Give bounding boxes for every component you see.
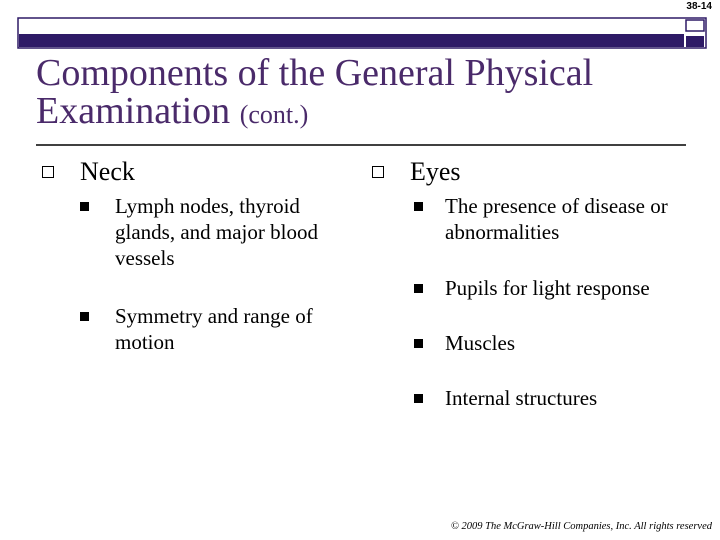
slide-title: Components of the General Physical Exami…: [36, 54, 686, 134]
bullet: [414, 284, 423, 293]
title-text: Components of the General Physical Exami…: [36, 52, 594, 132]
bullet: [414, 202, 423, 211]
list-item: The presence of disease or abnormalities: [445, 194, 668, 244]
title-rule: [36, 144, 686, 146]
list-item: Internal structures: [445, 386, 598, 410]
title-suffix: (cont.): [239, 100, 309, 129]
list-item: Symmetry and range of motion: [115, 304, 313, 354]
bullet: [80, 202, 89, 211]
list-item: Lymph nodes, thyroid glands, and major b…: [115, 194, 318, 270]
bullet: [80, 312, 89, 321]
slide-number: 38-14: [686, 1, 712, 12]
copyright: © 2009 The McGraw-Hill Companies, Inc. A…: [450, 521, 712, 532]
bullet: [414, 339, 423, 348]
bullet: [414, 394, 423, 403]
list-item: Pupils for light response: [445, 276, 650, 300]
column-heading: Neck: [80, 157, 135, 186]
column-heading: Eyes: [410, 157, 461, 186]
list-item: Muscles: [445, 331, 515, 355]
header-bar: [17, 17, 707, 49]
bullet: [372, 166, 384, 178]
bullet: [42, 166, 54, 178]
